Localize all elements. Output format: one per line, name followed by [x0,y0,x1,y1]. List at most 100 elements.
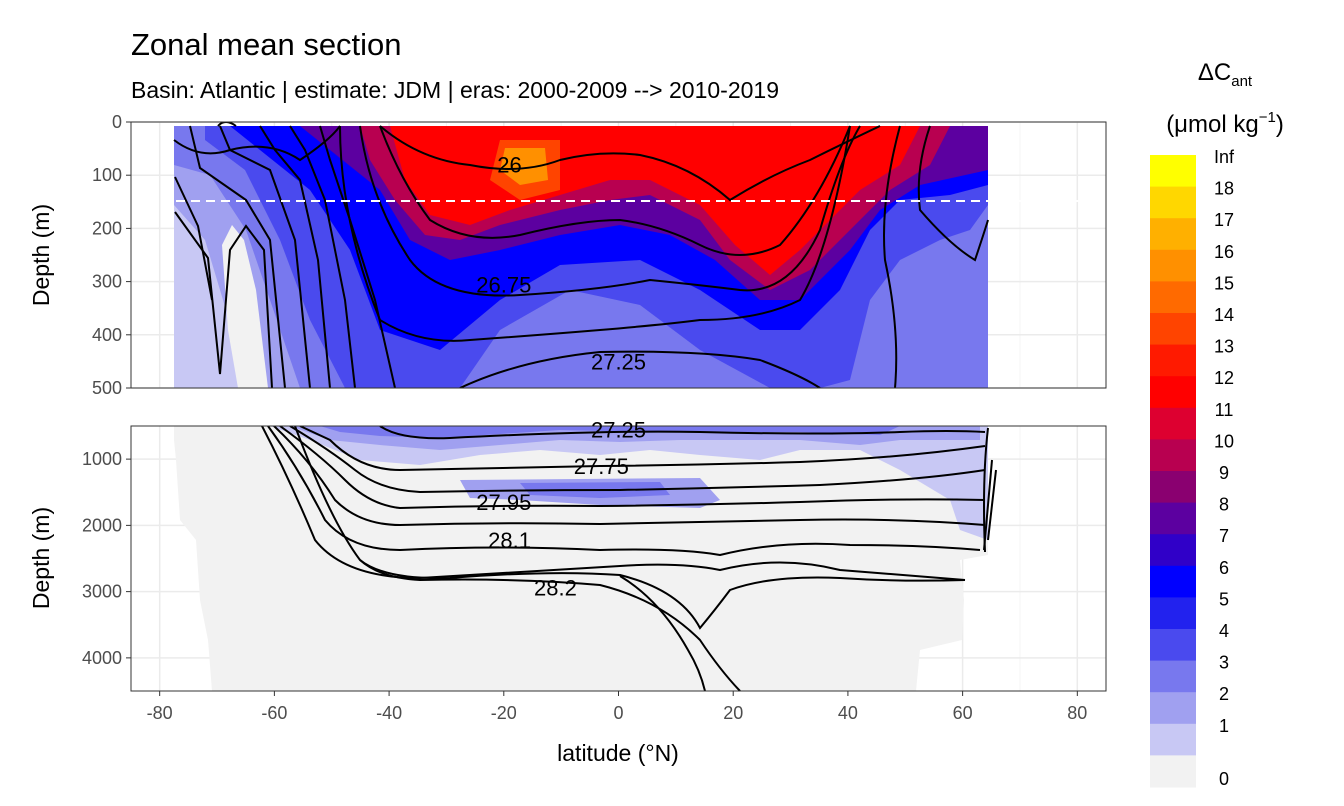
lower-panel: 1000 2000 3000 4000 Depth (m) [28,425,1107,692]
contour-line [883,125,901,388]
colorbar-label: 1 [1219,716,1229,736]
colorbar-swatch [1150,534,1196,567]
x-tick-label: 20 [723,703,743,723]
contour-label: 26 [497,153,521,178]
contour-line [359,125,861,297]
colorbar-swatch [1150,218,1196,251]
contour-line [189,125,286,388]
contour-line [299,426,986,472]
contour-line [983,459,997,551]
contour-line [459,350,821,388]
x-tick-label: 60 [953,703,973,723]
colorbar-label: 4 [1219,621,1229,641]
colorbar-unit-main: (μmol kg [1166,111,1259,138]
colorbar-unit-sup: −1 [1259,109,1276,126]
field-level-16 [500,148,548,185]
colorbar-swatch [1150,155,1196,188]
upper-panel-field [131,122,1106,388]
contour-label: 28.2 [534,576,577,601]
contour-line [273,426,986,527]
colorbar-label: 18 [1214,179,1234,199]
colorbar-swatch [1150,502,1196,535]
y-tick-label: 1000 [82,449,122,469]
colorbar-swatch [1150,471,1196,504]
field-level-shallow [222,225,268,388]
colorbar-title-main: ΔC [1198,59,1231,86]
colorbar-label: 3 [1219,653,1229,673]
x-tick-label: -60 [261,703,287,723]
colorbar-swatch [1150,692,1196,725]
colorbar-swatch [1150,629,1196,662]
y-tick-label: 3000 [82,582,122,602]
colorbar-swatch [1150,660,1196,693]
lower-y-axis-label: Depth (m) [28,507,54,609]
colorbar-title: ΔCant [1198,59,1253,90]
y-tick-label: 200 [92,218,122,238]
contour-line [217,122,237,127]
colorbar-label: 13 [1214,337,1234,357]
colorbar-swatch [1150,249,1196,282]
contour-line [379,426,986,440]
colorbar-swatch [1150,597,1196,630]
colorbar-label: 8 [1219,495,1229,515]
x-tick-label: 0 [613,703,623,723]
colorbar-label: 5 [1219,589,1229,609]
colorbar-label: 17 [1214,210,1234,230]
colorbar-swatch [1150,376,1196,409]
y-tick-label: 400 [92,325,122,345]
colorbar-label: 12 [1214,368,1234,388]
colorbar-swatch [1150,723,1196,756]
upper-panel: 0 100 200 300 400 500 Depth (m) [28,112,1107,398]
contour-line [289,426,986,494]
y-tick-label: 0 [112,112,122,132]
x-tick-label: 80 [1067,703,1087,723]
contour-line [174,211,273,388]
colorbar-label: 2 [1219,684,1229,704]
x-tick-label: -80 [147,703,173,723]
y-tick-label: 300 [92,272,122,292]
chart-title: Zonal mean section [131,27,402,62]
colorbar-label: 11 [1215,400,1234,420]
y-tick-label: 4000 [82,648,122,668]
colorbar-swatch [1150,407,1196,440]
colorbar-swatch [1150,755,1196,788]
contour-line [319,125,396,388]
upper-panel-y-ticks: 0 100 200 300 400 500 [92,112,131,398]
x-tick-label: -40 [376,703,402,723]
y-tick-label: 2000 [82,515,122,535]
contour-label: 27.25 [591,349,646,374]
colorbar-label: 15 [1214,273,1234,293]
upper-panel-contours [173,122,989,388]
colorbar-title-sub: ant [1231,73,1253,90]
contour-line [917,125,989,262]
contour-label: 27.25 [591,417,646,442]
contour-line [379,125,851,256]
colorbar-swatch [1150,281,1196,314]
contour-line [261,426,966,581]
contour-line [259,125,331,388]
x-tick-label: -20 [491,703,517,723]
colorbar-unit: (μmol kg−1) [1166,109,1284,138]
upper-panel-border [130,121,1107,389]
contour-labels: 26 26.75 27.25 27.25 27.75 27.95 28.128.2 [476,153,646,601]
lower-panel-contours [261,426,997,691]
contour-line [339,125,851,342]
colorbar-label: 10 [1214,431,1234,451]
contour-label: 27.75 [574,454,629,479]
contour-label: 28.1 [488,528,531,553]
colorbar-swatch [1150,186,1196,219]
y-tick-label: 500 [92,378,122,398]
contour-label: 26.75 [476,272,531,297]
upper-y-axis-label: Depth (m) [28,204,54,306]
colorbar-unit-end: ) [1276,111,1284,138]
x-axis-ticks: -80 -60 -40 -20 0 20 40 60 80 [147,691,1087,723]
lower-panel-y-ticks: 1000 2000 3000 4000 [82,449,131,668]
contour-line [289,125,356,388]
colorbar-label: 16 [1214,242,1234,262]
field-level-3 [320,426,900,438]
lower-panel-field [174,426,997,691]
colorbar-swatch [1150,565,1196,598]
field-level-0 [174,426,988,691]
colorbar-label: 14 [1214,305,1234,325]
